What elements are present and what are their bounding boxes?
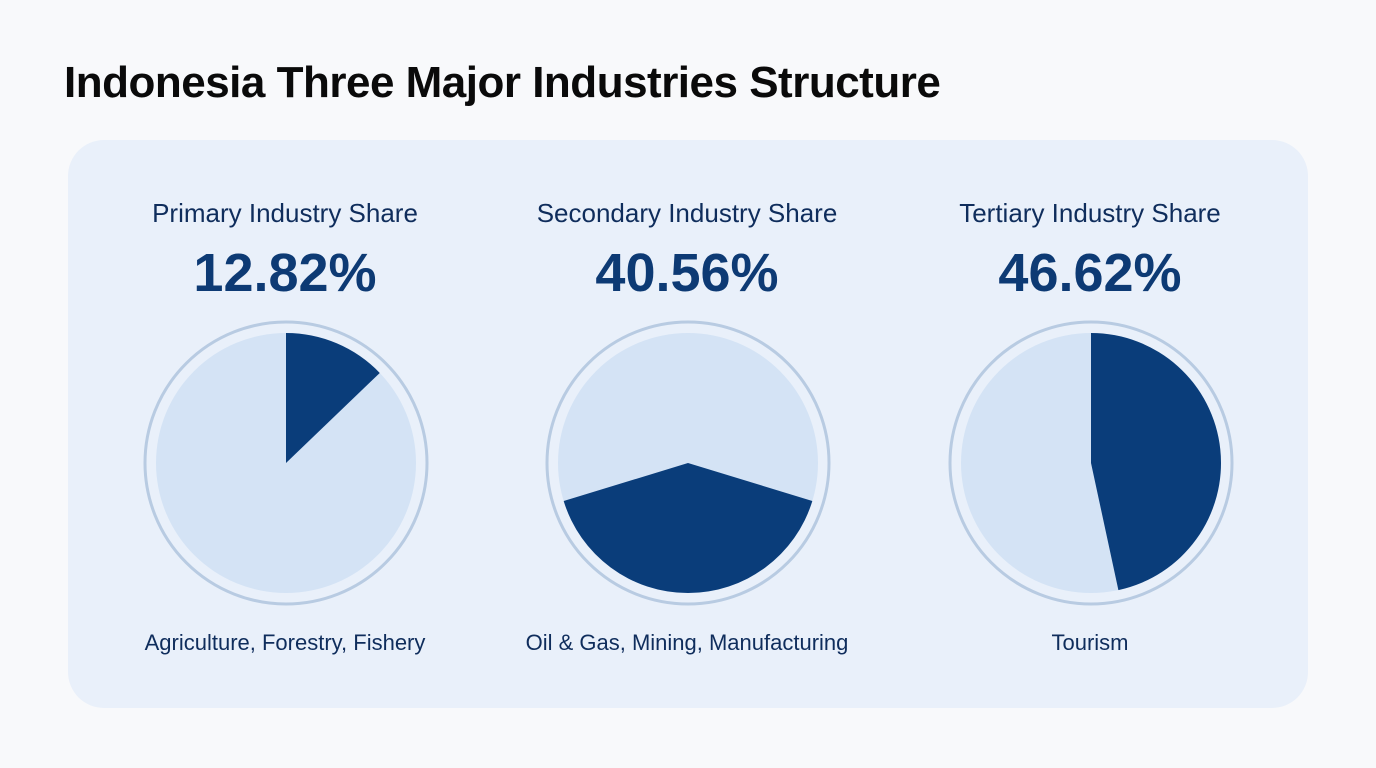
primary-pie — [143, 320, 429, 606]
page-title: Indonesia Three Major Industries Structu… — [64, 58, 941, 107]
primary-label: Primary Industry Share — [152, 198, 418, 228]
pie-slice — [563, 463, 813, 593]
secondary-label: Secondary Industry Share — [536, 198, 838, 228]
primary-caption: Agriculture, Forestry, Fishery — [144, 630, 426, 655]
primary-value: 12.82% — [193, 243, 377, 303]
secondary-pie — [545, 320, 831, 606]
pie-outer-ring — [545, 320, 831, 606]
secondary-caption: Oil & Gas, Mining, Manufacturing — [525, 630, 849, 655]
secondary-value: 40.56% — [595, 243, 779, 303]
tertiary-pie — [948, 320, 1234, 606]
industry-card: Primary Industry Share 12.82% Agricultur… — [68, 140, 1308, 708]
tertiary-value: 46.62% — [998, 243, 1182, 303]
pie-slice — [1091, 333, 1221, 591]
pie-slice — [286, 333, 380, 463]
tertiary-caption: Tourism — [1051, 630, 1129, 655]
pie-outer-ring — [143, 320, 429, 606]
pie-outer-ring — [948, 320, 1234, 606]
tertiary-label: Tertiary Industry Share — [959, 198, 1221, 228]
